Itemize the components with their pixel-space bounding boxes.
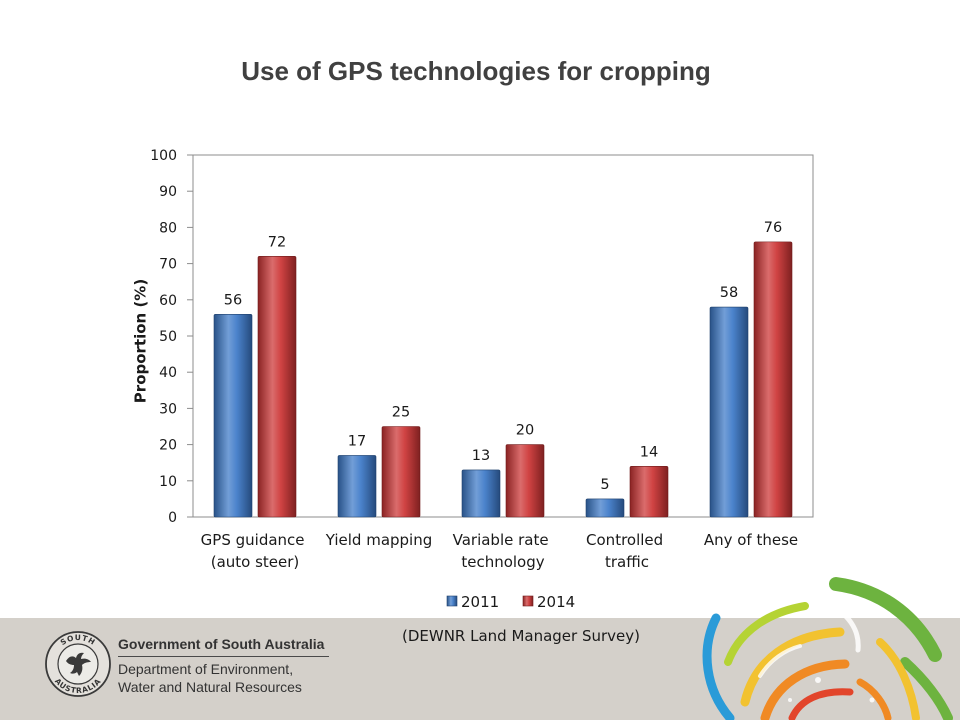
department-name-line1: Department of Environment,	[118, 661, 294, 677]
government-name: Government of South Australia	[118, 636, 325, 652]
x-tick-label: Any of these	[704, 531, 798, 549]
legend-label: 2014	[537, 593, 575, 611]
y-tick-label: 10	[159, 474, 177, 490]
bar-2011	[213, 313, 253, 518]
bar-2014	[629, 466, 669, 518]
chart-title: Use of GPS technologies for cropping	[241, 56, 711, 86]
legend-swatch	[522, 595, 534, 607]
swirl-dot	[815, 677, 821, 683]
bar-2011	[585, 498, 625, 518]
data-labels: 56 72 17 25 13 20 5 14 58 76	[224, 220, 782, 493]
data-label: 5	[600, 477, 609, 493]
y-tick-label: 90	[159, 184, 177, 200]
bar-2014	[257, 256, 297, 518]
y-tick-label: 60	[159, 293, 177, 309]
data-label: 17	[348, 433, 366, 449]
legend-swatch	[446, 595, 458, 607]
data-label: 25	[392, 405, 410, 421]
y-tick-label: 0	[168, 510, 177, 526]
swirl-arc	[702, 613, 735, 720]
swirl-dot	[788, 698, 792, 702]
swirl-arc	[724, 602, 809, 666]
swirl-arc	[740, 627, 845, 707]
data-label: 20	[516, 423, 534, 439]
swirl-highlight	[823, 601, 861, 653]
data-label: 13	[472, 448, 490, 464]
swirl-arc	[876, 638, 920, 720]
legend-item: 2014	[522, 593, 575, 611]
bars	[213, 241, 793, 518]
data-label: 14	[640, 444, 658, 460]
swirl-arc	[829, 577, 942, 662]
swirl-highlight	[758, 644, 802, 678]
x-tick-label: GPS guidance (auto steer)	[201, 531, 310, 571]
bar-2011	[461, 469, 501, 518]
source-note: (DEWNR Land Manager Survey)	[401, 627, 640, 645]
data-label: 58	[720, 285, 738, 301]
piping-shrike-emblem-icon	[66, 652, 91, 676]
bar-2011	[709, 306, 749, 518]
swirl-dot	[869, 697, 875, 703]
y-tick-label: 50	[159, 329, 177, 345]
swirl-arc	[900, 657, 953, 720]
y-tick-label: 30	[159, 401, 177, 417]
y-axis-ticks: 0 10 20 30 40 50 60 70 80 90 100	[150, 148, 193, 526]
south-australia-seal-logo: SOUTH AUSTRALIA	[45, 631, 111, 697]
x-tick-label: Controlled traffic	[586, 531, 668, 571]
y-tick-label: 100	[150, 148, 177, 164]
bar-2014	[505, 444, 545, 518]
data-label: 56	[224, 292, 242, 308]
data-label: 76	[764, 220, 782, 236]
footer-divider	[118, 656, 329, 657]
swirl-arc	[760, 659, 850, 720]
swirl-arc	[856, 678, 892, 720]
swirl-arc	[788, 688, 854, 720]
bar-2014	[753, 241, 793, 518]
plot-area	[192, 154, 814, 518]
legend-item: 2011	[446, 593, 499, 611]
bar-2011	[337, 455, 377, 518]
decorative-swirl	[702, 577, 953, 720]
y-tick-label: 80	[159, 220, 177, 236]
bar-chart: 0 10 20 30 40 50 60 70 80 90 100 56 72 17 25 13 20 5 14 58…	[132, 148, 814, 611]
x-axis-labels: GPS guidance (auto steer) Yield mapping Va…	[201, 531, 798, 571]
x-tick-label: Variable rate technology	[453, 531, 554, 571]
x-tick-label: Yield mapping	[325, 531, 433, 549]
y-tick-label: 20	[159, 438, 177, 454]
data-label: 72	[268, 234, 286, 250]
seal-text-top: SOUTH	[59, 633, 97, 647]
y-tick-label: 40	[159, 365, 177, 381]
department-name-line2: Water and Natural Resources	[118, 679, 302, 695]
bar-2014	[381, 426, 421, 518]
legend-label: 2011	[461, 593, 499, 611]
y-tick-label: 70	[159, 257, 177, 273]
legend: 2011 2014	[446, 593, 575, 611]
y-axis-title: Proportion (%)	[132, 279, 150, 403]
